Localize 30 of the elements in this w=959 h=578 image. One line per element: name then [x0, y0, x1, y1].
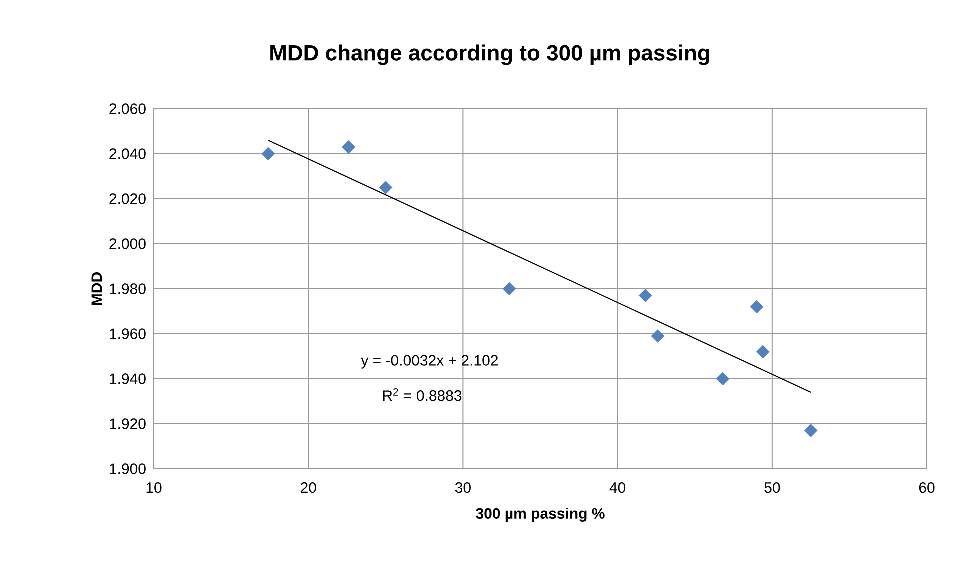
point	[502, 282, 516, 296]
x-tick-label: 60	[919, 482, 935, 494]
y-tick-label: 1.900	[110, 464, 146, 474]
y-axis-title: MDD	[92, 272, 102, 306]
point	[804, 424, 818, 438]
annotation: R$^{2}$ = 0.8883	[383, 388, 462, 402]
point	[342, 140, 356, 154]
y-tick-label: 2.040	[110, 148, 146, 160]
chart-title: MDD change according to 300 µm passing	[270, 44, 710, 66]
x-tick-label: 50	[764, 482, 780, 494]
y-tick-label: 1.980	[110, 284, 146, 294]
y-tick-label: 1.940	[110, 374, 146, 384]
point	[651, 330, 665, 343]
point	[716, 372, 730, 386]
y-tick-label: 2.020	[110, 194, 146, 204]
annotation: y = -0.0032x + 2.102	[361, 355, 498, 369]
y-tick-label: 2.000	[110, 238, 146, 250]
point	[750, 300, 764, 314]
x-tick-label: 10	[146, 482, 162, 494]
y-tick-label: 1.960	[110, 328, 146, 340]
x-tick-label: 30	[455, 482, 471, 494]
point	[379, 181, 393, 194]
point	[756, 345, 770, 359]
point	[638, 289, 652, 302]
x-tick-label: 20	[301, 482, 316, 494]
y-tick-label: 2.060	[110, 104, 146, 114]
point	[262, 147, 276, 161]
x-tick-label: 40	[610, 482, 626, 494]
y-tick-label: 1.920	[110, 418, 146, 430]
x-axis-title: 300 µm passing %	[476, 508, 605, 522]
